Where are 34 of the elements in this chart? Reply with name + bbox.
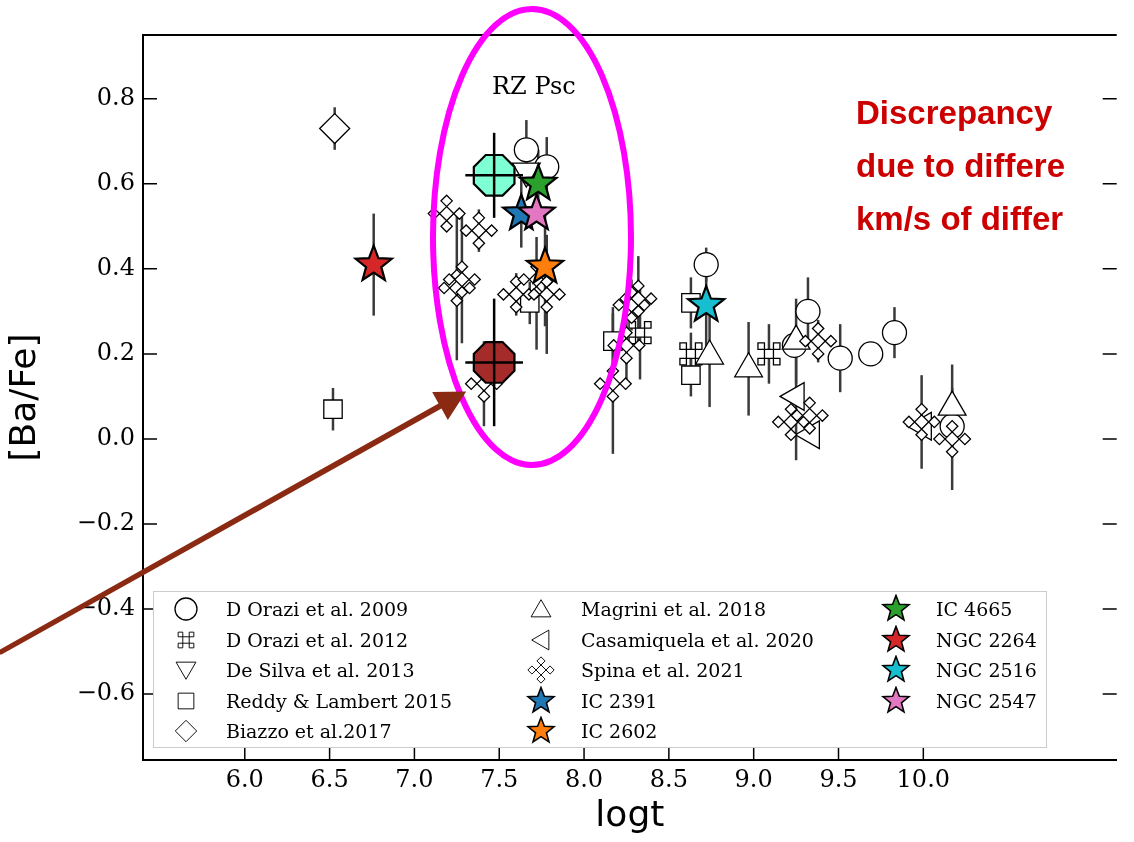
legend-label: De Silva et al. 2013 [226,659,415,682]
x-tick-label: 9.0 [734,764,773,793]
legend-label: NGC 2547 [936,689,1037,712]
legend-label: IC 4665 [936,598,1013,621]
x-axis-title: logt [595,792,665,834]
legend-label: IC 2602 [581,720,658,743]
x-tick-label: 7.0 [395,764,434,793]
y-axis-title: [Ba/Fe] [1,333,43,462]
annotation: Discrepancy due to differe km/s of differ [856,93,1066,239]
legend-label: Spina et al. 2021 [581,659,745,682]
legend-label: IC 2391 [581,689,658,712]
x-tick-label: 6.0 [225,764,264,793]
y-tick-label: 0.0 [96,423,135,452]
y-tick-label: −0.6 [76,678,135,707]
x-tick-label: 9.5 [819,764,858,793]
y-tick-label: 0.2 [96,338,135,367]
legend-label: D Orazi et al. 2009 [226,598,409,621]
y-tick-label: 0.4 [96,253,135,282]
legend-label: NGC 2516 [936,659,1037,682]
x-tick-label: 10.0 [896,764,951,793]
legend-label: Magrini et al. 2018 [581,598,767,621]
legend-label: Casamiquela et al. 2020 [581,628,814,651]
y-tick-label: 0.6 [96,168,135,197]
x-tick-label: 6.5 [310,764,349,793]
y-tick-label: 0.8 [96,83,135,112]
x-tick-label: 7.5 [480,764,519,793]
legend-label: NGC 2264 [936,628,1037,651]
legend-label: D Orazi et al. 2012 [226,628,409,651]
x-tick-label: 8.0 [564,764,604,793]
x-tick-label: 8.5 [649,764,688,793]
annotation: RZ Psc [492,72,576,100]
y-tick-label: −0.2 [76,508,135,537]
legend-label: Biazzo et al.2017 [226,720,392,743]
legend-label: Reddy & Lambert 2015 [226,689,453,712]
